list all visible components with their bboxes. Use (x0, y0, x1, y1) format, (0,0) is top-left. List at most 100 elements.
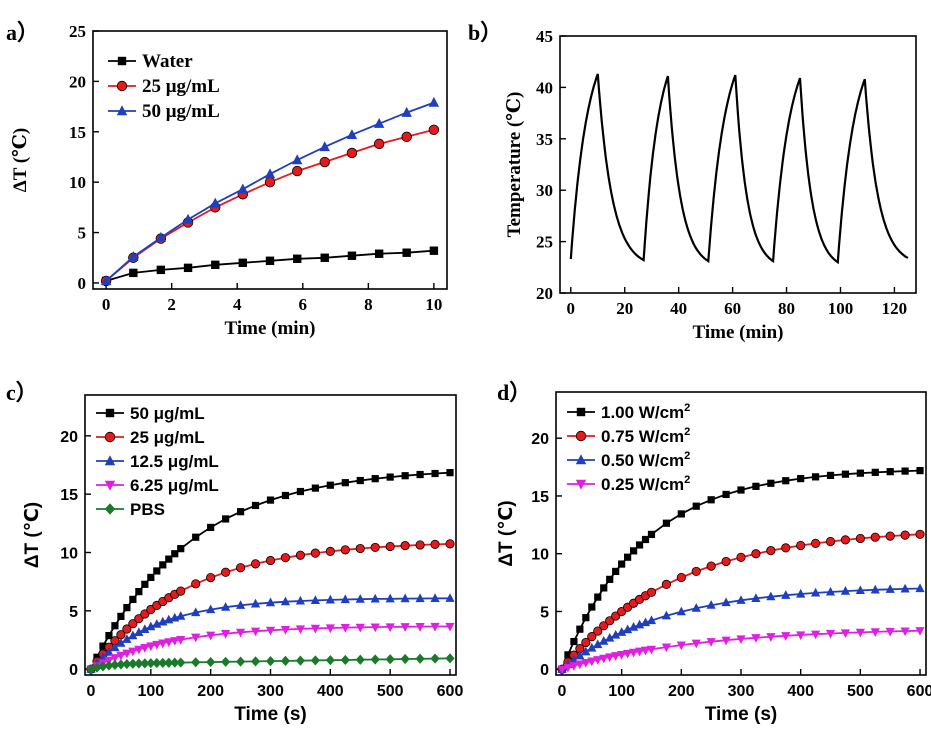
x-tick-label: 200 (668, 683, 695, 700)
data-point (140, 624, 150, 634)
data-point (98, 652, 108, 661)
data-point (575, 650, 585, 660)
panel-label: b） (468, 20, 502, 45)
data-point (355, 654, 365, 665)
data-point (782, 477, 790, 485)
data-point (140, 644, 150, 653)
data-point (158, 657, 168, 668)
x-tick-label: 300 (257, 683, 284, 700)
data-point (92, 662, 102, 673)
data-point (295, 625, 306, 635)
data-point (871, 468, 879, 476)
x-tick-label: 20 (616, 299, 633, 318)
data-point (237, 183, 248, 194)
legend-marker (104, 455, 116, 466)
legend-label-text: 50 μg/mL (130, 404, 205, 423)
data-point (570, 637, 578, 646)
x-axis-label: Time (s) (705, 704, 778, 725)
data-point (129, 595, 137, 603)
legend-item: 50 μg/mL (108, 101, 220, 122)
data-point (355, 623, 365, 633)
data-point (721, 636, 731, 646)
legend-label-text: 25 μg/mL (130, 428, 205, 447)
data-point (250, 559, 261, 569)
data-point (176, 611, 186, 620)
data-point (221, 630, 231, 639)
data-point (646, 645, 657, 655)
legend-marker (575, 430, 587, 442)
legend-marker (117, 56, 127, 66)
data-point (401, 106, 412, 117)
data-point (235, 600, 246, 609)
data-point (128, 619, 138, 629)
x-tick-label: 0 (558, 683, 567, 700)
x-tick-label: 80 (778, 299, 795, 318)
data-point (110, 654, 120, 663)
data-point (721, 597, 731, 607)
data-point (265, 656, 276, 667)
data-point (250, 598, 261, 608)
data-point (116, 638, 126, 647)
data-point (916, 466, 924, 475)
x-axis-label: Time (min) (693, 322, 784, 343)
legend-label: PBS (130, 500, 165, 519)
y-tick-label: 20 (536, 284, 553, 303)
data-point (122, 634, 132, 643)
chart-panel-c: c） 0 100 200 300 400 500 600 0 5 10 15 20 Time (s) ΔT … (6, 380, 463, 725)
data-point (134, 627, 144, 636)
series-line (569, 73, 909, 265)
data-point (152, 619, 162, 628)
data-point (445, 593, 455, 602)
data-point (325, 594, 335, 604)
legend-label: 50 μg/mL (142, 101, 220, 122)
series-3 (557, 627, 925, 675)
panel-label: d） (497, 380, 531, 405)
series-line (105, 249, 434, 282)
data-point (128, 630, 138, 640)
y-tick-label: 5 (78, 224, 87, 243)
y-tick-label: 5 (69, 604, 78, 621)
data-point (605, 653, 615, 663)
data-point (430, 593, 440, 602)
data-point (430, 653, 440, 664)
y-tick-label: 10 (69, 173, 86, 192)
series-2 (86, 593, 455, 673)
data-point (134, 614, 144, 624)
data-point (206, 573, 216, 583)
legend-marker (116, 80, 128, 92)
data-point (235, 656, 246, 667)
data-point (400, 653, 410, 665)
x-tick-label: 400 (787, 683, 814, 700)
data-point (105, 632, 113, 640)
data-point (796, 631, 806, 641)
data-point (707, 496, 715, 504)
data-point (265, 597, 276, 607)
x-tick-label: 100 (137, 683, 164, 700)
legend-label: 0.25 W/cm2 (601, 474, 690, 494)
data-point (825, 586, 836, 596)
series-0 (101, 246, 439, 286)
legend-item: 1.00 W/cm2 (567, 402, 690, 422)
y-tick-label: 30 (536, 181, 553, 200)
data-point (158, 639, 168, 649)
data-point (264, 176, 276, 188)
data-point (176, 657, 186, 668)
data-point (146, 658, 156, 669)
data-point (446, 469, 454, 477)
data-point (152, 657, 162, 669)
data-point (122, 658, 132, 670)
y-tick-label: 45 (536, 27, 553, 46)
data-point (293, 254, 302, 263)
data-point (810, 587, 821, 597)
y-tick-label: 40 (536, 78, 553, 97)
y-tick-label: 25 (69, 22, 86, 41)
data-point (612, 567, 620, 576)
data-point (191, 633, 201, 643)
data-point (110, 659, 120, 671)
data-point (751, 634, 761, 643)
data-point (855, 533, 865, 544)
data-point (599, 654, 609, 664)
data-point (165, 555, 173, 563)
series-0 (87, 469, 454, 673)
